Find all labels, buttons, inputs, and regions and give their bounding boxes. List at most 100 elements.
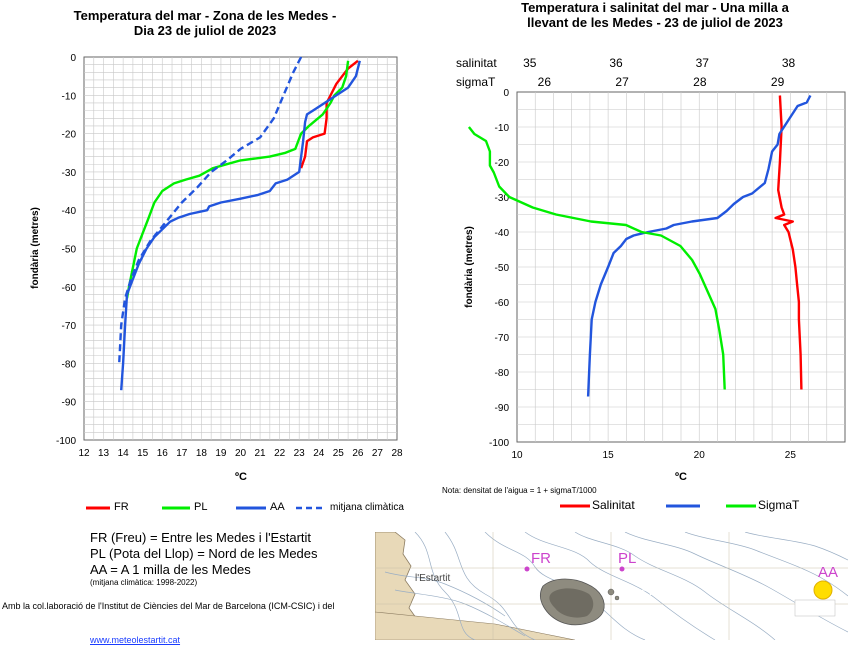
definition-fr: FR (Freu) = Entre les Medes i l'Estartit [90, 530, 312, 545]
right-y-tick-label: -50 [495, 263, 510, 274]
left-y-tick-label: -80 [62, 359, 77, 370]
right-y-tick-label: -90 [495, 403, 510, 414]
right-series-sigmat [467, 126, 726, 390]
legend-sigma-label: SigmaT [758, 498, 800, 512]
right-y-tick-label: -30 [495, 193, 510, 204]
map-label-islands: Illes Medes [627, 587, 681, 598]
legend-mean-label: mitjana climàtica [330, 502, 404, 513]
map-label-aa: AA [818, 564, 839, 581]
right-top-axis-salinity-label: salinitat [456, 56, 497, 70]
left-x-tick-label: 16 [157, 448, 169, 459]
right-x-tick-label: 20 [694, 450, 706, 461]
left-x-tick-label: 17 [176, 448, 188, 459]
left-x-tick-label: 24 [313, 448, 325, 459]
coast-south-land [375, 611, 576, 640]
left-x-tick-label: 19 [215, 448, 227, 459]
fr-station-marker [524, 566, 530, 572]
right-y-tick-label: -60 [495, 298, 510, 309]
left-series-mitjana-clim-tica [118, 56, 303, 364]
left-x-tick-label: 14 [118, 448, 130, 459]
left-y-tick-label: -50 [62, 245, 77, 256]
right-top-axis-sigma-label: sigmaT [456, 75, 496, 89]
left-series-aa [120, 60, 361, 391]
map-label-fr: FR [531, 550, 551, 567]
aa-sun-marker [813, 580, 833, 600]
legend-aa-label: AA [270, 501, 285, 513]
left-series-pl [125, 60, 350, 299]
left-y-tick-label: -40 [62, 206, 77, 217]
right-chart-title: Temperatura i salinitat del mar - Una mi… [480, 0, 830, 30]
right-chart-title-line2: llevant de les Medes - 23 de juliol de 2… [527, 15, 783, 30]
right-top-salinity-tick-label: 37 [696, 56, 710, 70]
right-top-salinity-tick-label: 38 [782, 56, 796, 70]
right-y-tick-label: 0 [503, 88, 509, 99]
right-x-tick-label: 25 [785, 450, 797, 461]
left-legend: FR PL AA mitjana climàtica [86, 500, 426, 516]
left-y-tick-label: -100 [56, 436, 76, 447]
definitions: FR (Freu) = Entre les Medes i l'Estartit… [90, 530, 380, 588]
left-x-tick-label: 22 [274, 448, 286, 459]
left-chart-x-axis-label: ºC [235, 471, 247, 483]
left-chart-title-line2: Dia 23 de juliol de 2023 [133, 23, 277, 38]
left-y-tick-label: -60 [62, 283, 77, 294]
left-x-tick-label: 13 [98, 448, 110, 459]
pl-station-marker [619, 566, 625, 572]
right-top-sigma-tick-label: 28 [693, 75, 707, 89]
right-chart-title-line1: Temperatura i salinitat del mar - Una mi… [521, 0, 789, 15]
left-x-tick-label: 20 [235, 448, 247, 459]
left-x-tick-label: 15 [137, 448, 149, 459]
left-x-tick-label: 12 [78, 448, 90, 459]
right-top-sigma-tick-label: 27 [615, 75, 629, 89]
right-y-tick-label: -20 [495, 158, 510, 169]
credit-text: Amb la col.laboració de l'Institut de Ci… [2, 601, 335, 611]
map-label-pl: PL [618, 550, 637, 567]
right-y-tick-label: -40 [495, 228, 510, 239]
medes-island-relief [549, 588, 594, 618]
legend-pl-label: PL [194, 501, 208, 513]
left-y-tick-label: -20 [62, 130, 77, 141]
definition-pl: PL (Pota del Llop) = Nord de les Medes [90, 546, 318, 561]
right-chart-x-axis-label: ºC [675, 471, 687, 483]
right-top-sigma-tick-label: 26 [538, 75, 552, 89]
left-chart: 12 13 14 15 16 17 18 19 20 21 22 23 24 25 26 27 28 0 -10 -2… [56, 53, 403, 459]
legend-salinity-label: Salinitat [592, 498, 635, 512]
right-x-tick-label: 10 [511, 450, 523, 461]
left-y-tick-label: 0 [70, 53, 76, 64]
small-islet [607, 588, 615, 596]
left-y-tick-label: -10 [62, 91, 77, 102]
map-inset-box [794, 599, 836, 617]
map: FR PL AA l'Estartit Illes Medes [375, 532, 848, 640]
right-y-tick-label: -100 [489, 438, 509, 449]
right-series-salinitat [774, 95, 803, 390]
left-y-tick-label: -90 [62, 398, 77, 409]
left-y-tick-label: -30 [62, 168, 77, 179]
definition-climate-period: (mitjana climàtica: 1998-2022) [90, 578, 198, 587]
left-x-tick-label: 18 [196, 448, 208, 459]
left-x-tick-label: 21 [255, 448, 267, 459]
map-label-town: l'Estartit [415, 573, 451, 584]
left-x-tick-label: 28 [391, 448, 403, 459]
definition-aa: AA = A 1 milla de les Medes [90, 562, 251, 577]
right-series-aa [586, 94, 812, 397]
website-link[interactable]: www.meteolestartit.cat [90, 635, 181, 645]
left-x-tick-label: 27 [372, 448, 384, 459]
legend-fr-label: FR [114, 501, 129, 513]
right-x-tick-label: 15 [603, 450, 615, 461]
right-y-tick-label: -10 [495, 123, 510, 134]
right-top-sigma-tick-label: 29 [771, 75, 785, 89]
right-legend: Salinitat SigmaT [560, 497, 810, 515]
right-y-tick-label: -70 [495, 333, 510, 344]
left-series-fr [299, 59, 359, 169]
left-chart-y-axis-label: fondària (metres) [30, 207, 41, 289]
right-top-salinity-tick-label: 35 [523, 56, 537, 70]
left-x-tick-label: 23 [294, 448, 306, 459]
map-grid [375, 532, 848, 640]
left-chart-title-line1: Temperatura del mar - Zona de les Medes … [73, 8, 337, 23]
right-y-tick-label: -80 [495, 368, 510, 379]
left-chart-title: Temperatura del mar - Zona de les Medes … [40, 8, 370, 38]
right-top-salinity-tick-label: 36 [609, 56, 623, 70]
left-y-tick-label: -70 [62, 321, 77, 332]
charts-svg: 12 13 14 15 16 17 18 19 20 21 22 23 24 25 26 27 28 0 -10 -2… [30, 53, 846, 483]
right-chart-y-axis-label: fondària (metres) [464, 226, 475, 308]
left-x-tick-label: 26 [352, 448, 364, 459]
